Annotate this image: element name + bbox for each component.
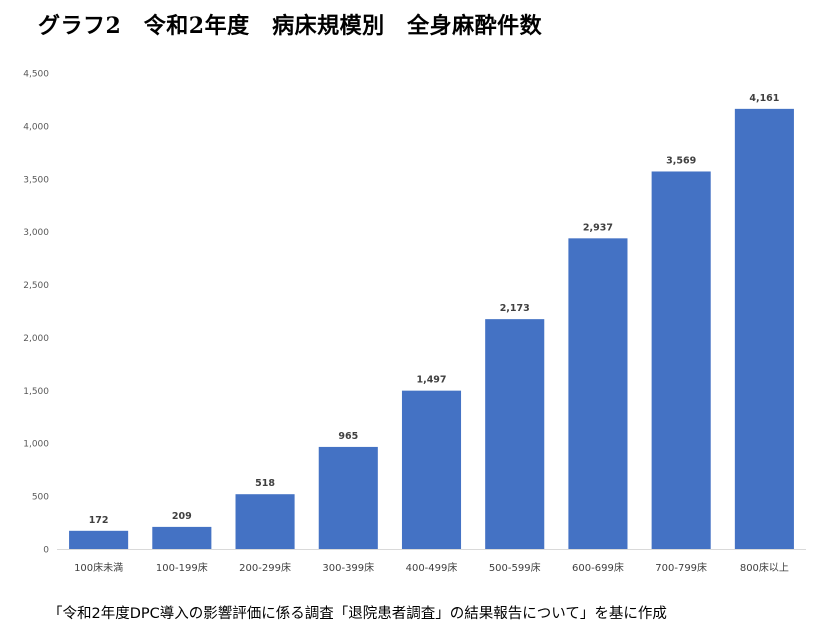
- bar: [401, 390, 462, 549]
- x-tick-label: 200-299床: [239, 561, 291, 574]
- y-tick-label: 1,500: [23, 387, 49, 397]
- x-tick-label: 800床以上: [740, 561, 789, 574]
- bar: [235, 494, 295, 549]
- y-tick-label: 500: [32, 493, 49, 503]
- bar: [318, 446, 378, 549]
- y-tick-label: 3,000: [23, 228, 49, 238]
- x-tick-label: 500-599床: [489, 561, 541, 574]
- y-tick-label: 2,000: [23, 334, 49, 344]
- bar: [651, 171, 711, 549]
- x-tick-label: 700-799床: [655, 561, 707, 574]
- bar-value-label: 518: [255, 478, 275, 489]
- x-tick-label: 100床未満: [74, 561, 123, 574]
- bar-value-label: 965: [338, 431, 358, 442]
- x-tick-label: 300-399床: [322, 561, 374, 574]
- x-tick-label: 400-499床: [406, 561, 458, 574]
- y-tick-label: 3,500: [23, 175, 49, 185]
- bar-series: [69, 108, 794, 549]
- x-tick-label: 600-699床: [572, 561, 624, 574]
- bar-value-label: 1,497: [416, 375, 446, 386]
- y-axis: 0 500 1,000 1,500 2,000 2,500 3,000 3,500 4,000 4…: [23, 70, 806, 556]
- y-tick-label: 2,500: [23, 281, 49, 291]
- bar: [485, 319, 545, 549]
- x-tick-label: 100-199床: [156, 561, 208, 574]
- bar-value-label: 2,937: [583, 222, 613, 233]
- bar: [69, 530, 129, 549]
- bar-value-label: 2,173: [500, 303, 530, 314]
- bar-value-label: 209: [172, 511, 192, 522]
- bar-value-label: 172: [89, 515, 109, 526]
- bar: [152, 526, 212, 549]
- x-axis: 100床未満 100-199床 200-299床 300-399床 400-499床 50…: [74, 561, 789, 574]
- y-tick-label: 4,000: [23, 122, 49, 132]
- source-note: 「令和2年度DPC導入の影響評価に係る調査「退院患者調査」の結果報告について」を…: [48, 606, 667, 622]
- y-tick-label: 4,500: [23, 70, 49, 80]
- bar: [734, 108, 794, 549]
- bar-value-label: 4,161: [749, 93, 779, 104]
- y-tick-label: 0: [43, 546, 49, 556]
- bar-chart: 0 500 1,000 1,500 2,000 2,500 3,000 3,500 4,000 4…: [23, 70, 806, 574]
- y-tick-label: 1,000: [23, 440, 49, 450]
- chart-title: グラフ2 令和2年度 病床規模別 全身麻酔件数: [38, 13, 543, 39]
- bar: [568, 238, 628, 549]
- data-labels: 172 209 518 965 1,497 2,173 2,937 3,569 4,161: [89, 93, 780, 526]
- bar-value-label: 3,569: [666, 155, 696, 166]
